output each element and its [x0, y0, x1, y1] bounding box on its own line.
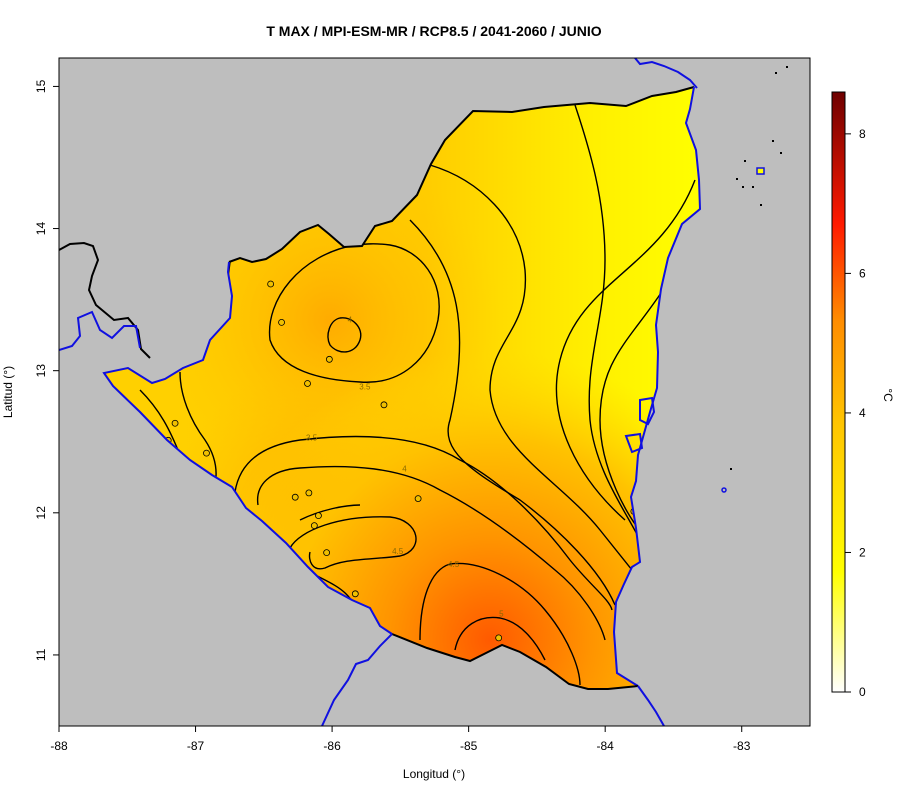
border-costa-rica [391, 633, 639, 690]
contour-line [429, 164, 641, 581]
x-axis: -88 -87 -86 -85 -84 -83 [50, 726, 751, 753]
station-marker [291, 493, 299, 501]
contour-line [419, 562, 581, 686]
x-tick-label: -84 [597, 739, 615, 753]
colorbar-ticks: 0 2 4 6 8 [845, 127, 866, 699]
station-marker [171, 419, 179, 427]
contour-label: 4.5 [392, 547, 404, 556]
station-marker [351, 590, 359, 598]
colorbar-tick-label: 2 [859, 545, 866, 559]
y-tick-label: 15 [34, 79, 48, 93]
contour-line [327, 317, 362, 353]
contour-line [289, 516, 417, 570]
border-honduras [228, 86, 695, 264]
contour-label: 3.5 [359, 382, 371, 391]
contour-line [299, 504, 361, 521]
station-marker [305, 489, 313, 497]
coast-pacific [102, 261, 393, 635]
colorbar-tick-label: 4 [859, 406, 866, 420]
contour-labels: 4 3.5 3.5 4 4.5 4.5 5 [306, 316, 504, 619]
contour-line [599, 289, 664, 531]
x-tick-label: -86 [323, 739, 341, 753]
coast-costa-rica-pacific [321, 633, 393, 726]
y-axis-label: Latitud (°) [1, 366, 15, 418]
contour-line [574, 104, 641, 541]
plot-frame [58, 57, 811, 727]
x-tick-label: -88 [50, 739, 68, 753]
island [721, 487, 727, 493]
station-marker [414, 495, 422, 502]
contour-line [454, 616, 546, 661]
colorbar-unit: °C [881, 388, 895, 402]
coast-gulf-fonseca [59, 310, 141, 351]
coast-costa-rica-caribbean [637, 685, 665, 726]
contour-line [179, 371, 217, 486]
station-marker [495, 634, 503, 642]
colorbar-tick-label: 8 [859, 127, 866, 141]
contour-label: 4 [402, 465, 407, 474]
colorbar: 0 2 4 6 8 °C [831, 91, 895, 699]
contour-line [268, 243, 440, 383]
contour-label: 5 [499, 610, 504, 619]
x-tick-label: -85 [460, 739, 478, 753]
contour-line [555, 179, 696, 521]
coast-caribbean [612, 86, 702, 687]
station-marker [278, 318, 285, 326]
y-tick-label: 12 [34, 506, 48, 520]
y-tick-label: 11 [34, 648, 48, 661]
island [756, 167, 765, 175]
coast-honduras-north [634, 58, 698, 89]
lagoon [639, 396, 656, 426]
x-tick-label: -83 [733, 739, 751, 753]
station-marker [310, 522, 318, 529]
x-axis-label: Longitud (°) [403, 767, 465, 781]
contour-line [409, 219, 616, 606]
stations [164, 218, 694, 642]
contour-label: 4 [348, 316, 353, 325]
x-tick-label: -87 [187, 739, 205, 753]
contour-label: 3.5 [306, 433, 318, 442]
plot-area: 4 3.5 3.5 4 4.5 4.5 5 [59, 58, 810, 726]
station-marker [267, 280, 275, 288]
contour-lines [139, 104, 696, 686]
station-marker [203, 449, 210, 457]
station-marker [380, 401, 388, 409]
lagoon [624, 432, 644, 454]
y-tick-label: 14 [34, 222, 48, 236]
station-marker [315, 512, 322, 520]
colorbar-tick-label: 0 [859, 685, 866, 699]
border-honduras-west [59, 241, 151, 359]
contour-line [256, 465, 606, 641]
station-marker [325, 355, 333, 363]
station-marker [304, 380, 311, 387]
y-tick-label: 13 [34, 364, 48, 378]
map-title: T MAX / MPI-ESM-MR / RCP8.5 / 2041-2060 … [266, 23, 601, 39]
cays [730, 66, 788, 470]
contour-label: 4.5 [448, 560, 460, 569]
y-axis: 11 12 13 14 15 [34, 79, 59, 661]
colorbar-ramp [831, 91, 846, 693]
station-marker [323, 549, 331, 557]
contour-line [234, 435, 613, 611]
colorbar-tick-label: 6 [859, 266, 866, 280]
